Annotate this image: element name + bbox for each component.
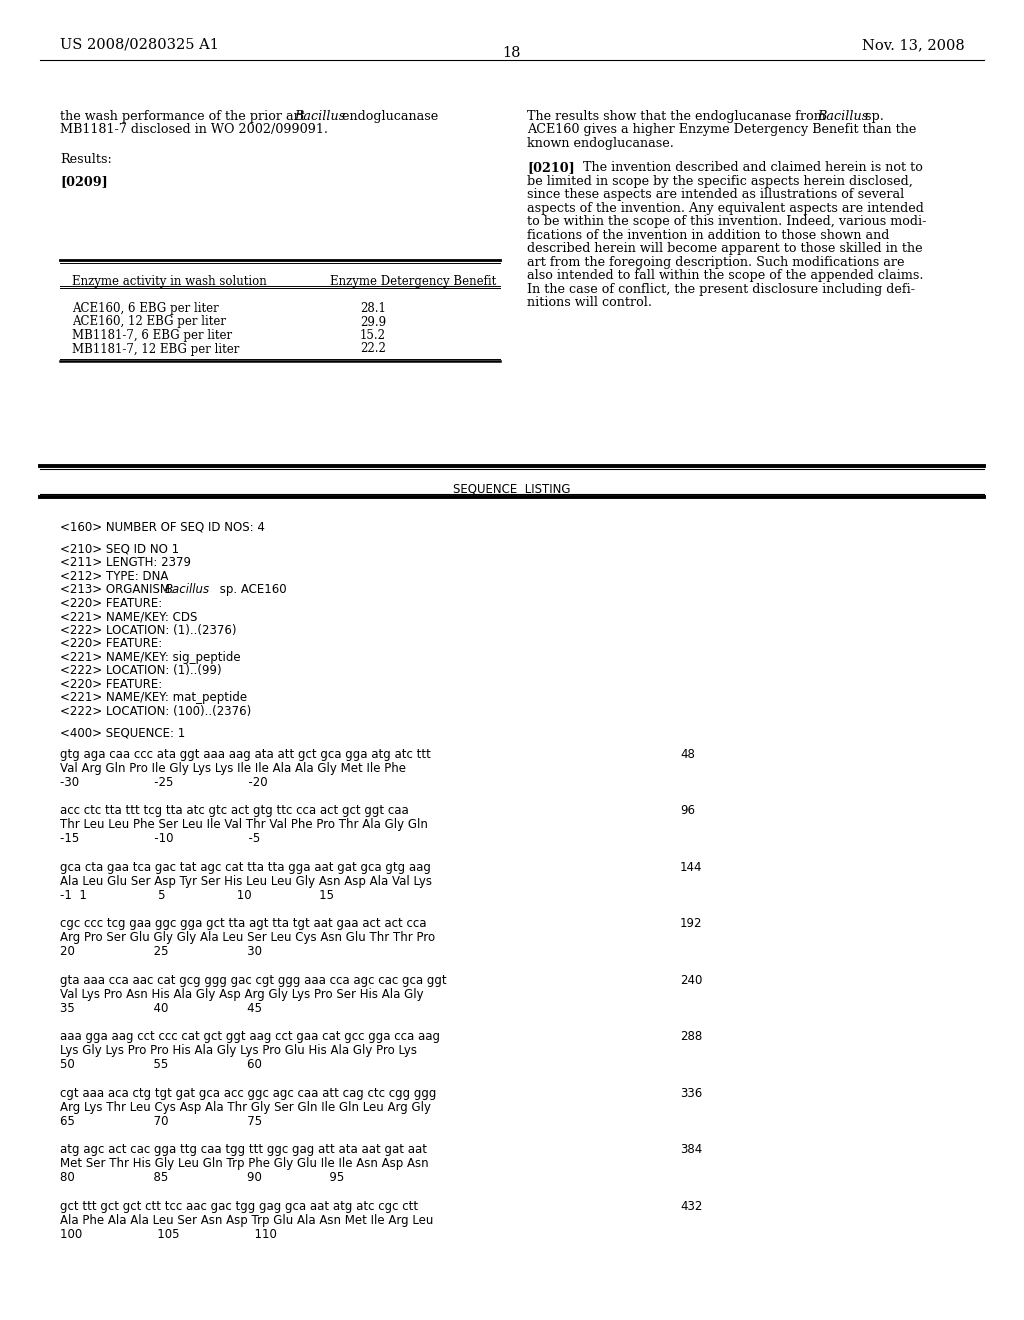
Text: Results:: Results: <box>60 153 112 166</box>
Text: <211> LENGTH: 2379: <211> LENGTH: 2379 <box>60 556 191 569</box>
Text: Val Arg Gln Pro Ile Gly Lys Lys Ile Ile Ala Ala Gly Met Ile Phe: Val Arg Gln Pro Ile Gly Lys Lys Ile Ile … <box>60 762 406 775</box>
Text: <220> FEATURE:: <220> FEATURE: <box>60 677 162 690</box>
Text: described herein will become apparent to those skilled in the: described herein will become apparent to… <box>527 243 923 255</box>
Text: MB1181-7, 12 EBG per liter: MB1181-7, 12 EBG per liter <box>72 342 240 355</box>
Text: MB1181-7 disclosed in WO 2002/099091.: MB1181-7 disclosed in WO 2002/099091. <box>60 124 328 136</box>
Text: 96: 96 <box>680 804 695 817</box>
Text: 336: 336 <box>680 1086 702 1100</box>
Text: US 2008/0280325 A1: US 2008/0280325 A1 <box>60 38 219 51</box>
Text: ACE160 gives a higher Enzyme Detergency Benefit than the: ACE160 gives a higher Enzyme Detergency … <box>527 124 916 136</box>
Text: 288: 288 <box>680 1030 702 1043</box>
Text: <221> NAME/KEY: mat_peptide: <221> NAME/KEY: mat_peptide <box>60 692 247 704</box>
Text: gta aaa cca aac cat gcg ggg gac cgt ggg aaa cca agc cac gca ggt: gta aaa cca aac cat gcg ggg gac cgt ggg … <box>60 974 446 987</box>
Text: Val Lys Pro Asn His Ala Gly Asp Arg Gly Lys Pro Ser His Ala Gly: Val Lys Pro Asn His Ala Gly Asp Arg Gly … <box>60 987 424 1001</box>
Text: atg agc act cac gga ttg caa tgg ttt ggc gag att ata aat gat aat: atg agc act cac gga ttg caa tgg ttt ggc … <box>60 1143 427 1156</box>
Text: 50                     55                     60: 50 55 60 <box>60 1059 262 1072</box>
Text: art from the foregoing description. Such modifications are: art from the foregoing description. Such… <box>527 256 904 269</box>
Text: <213> ORGANISM:: <213> ORGANISM: <box>60 583 178 597</box>
Text: 384: 384 <box>680 1143 702 1156</box>
Text: Enzyme Detergency Benefit: Enzyme Detergency Benefit <box>330 275 497 288</box>
Text: since these aspects are intended as illustrations of several: since these aspects are intended as illu… <box>527 189 904 201</box>
Text: Bacillus: Bacillus <box>294 110 345 123</box>
Text: 48: 48 <box>680 747 695 760</box>
Text: Enzyme activity in wash solution: Enzyme activity in wash solution <box>72 275 266 288</box>
Text: cgc ccc tcg gaa ggc gga gct tta agt tta tgt aat gaa act act cca: cgc ccc tcg gaa ggc gga gct tta agt tta … <box>60 917 427 931</box>
Text: Arg Pro Ser Glu Gly Gly Ala Leu Ser Leu Cys Asn Glu Thr Thr Pro: Arg Pro Ser Glu Gly Gly Ala Leu Ser Leu … <box>60 931 435 944</box>
Text: 20                     25                     30: 20 25 30 <box>60 945 262 958</box>
Text: <220> FEATURE:: <220> FEATURE: <box>60 638 162 651</box>
Text: to be within the scope of this invention. Indeed, various modi-: to be within the scope of this invention… <box>527 215 927 228</box>
Text: nitions will control.: nitions will control. <box>527 296 652 309</box>
Text: <160> NUMBER OF SEQ ID NOS: 4: <160> NUMBER OF SEQ ID NOS: 4 <box>60 521 265 535</box>
Text: the wash performance of the prior art: the wash performance of the prior art <box>60 110 309 123</box>
Text: known endoglucanase.: known endoglucanase. <box>527 137 674 150</box>
Text: ACE160, 6 EBG per liter: ACE160, 6 EBG per liter <box>72 302 219 315</box>
Text: 432: 432 <box>680 1200 702 1213</box>
Text: The invention described and claimed herein is not to: The invention described and claimed here… <box>567 161 923 174</box>
Text: Met Ser Thr His Gly Leu Gln Trp Phe Gly Glu Ile Ile Asn Asp Asn: Met Ser Thr His Gly Leu Gln Trp Phe Gly … <box>60 1158 429 1171</box>
Text: 100                    105                    110: 100 105 110 <box>60 1228 276 1241</box>
Text: endoglucanase: endoglucanase <box>338 110 438 123</box>
Text: <210> SEQ ID NO 1: <210> SEQ ID NO 1 <box>60 543 179 556</box>
Text: 35                     40                     45: 35 40 45 <box>60 1002 262 1015</box>
Text: -1  1                   5                   10                  15: -1 1 5 10 15 <box>60 888 334 902</box>
Text: [0209]: [0209] <box>60 174 108 187</box>
Text: 192: 192 <box>680 917 702 931</box>
Text: sp.: sp. <box>861 110 884 123</box>
Text: ACE160, 12 EBG per liter: ACE160, 12 EBG per liter <box>72 315 226 329</box>
Text: sp. ACE160: sp. ACE160 <box>216 583 287 597</box>
Text: Lys Gly Lys Pro Pro His Ala Gly Lys Pro Glu His Ala Gly Pro Lys: Lys Gly Lys Pro Pro His Ala Gly Lys Pro … <box>60 1044 417 1057</box>
Text: -15                    -10                    -5: -15 -10 -5 <box>60 832 260 845</box>
Text: gca cta gaa tca gac tat agc cat tta tta gga aat gat gca gtg aag: gca cta gaa tca gac tat agc cat tta tta … <box>60 861 431 874</box>
Text: Ala Phe Ala Ala Leu Ser Asn Asp Trp Glu Ala Asn Met Ile Arg Leu: Ala Phe Ala Ala Leu Ser Asn Asp Trp Glu … <box>60 1213 433 1226</box>
Text: Bacillus: Bacillus <box>817 110 868 123</box>
Text: 28.1: 28.1 <box>360 302 386 315</box>
Text: 22.2: 22.2 <box>360 342 386 355</box>
Text: Bacillus: Bacillus <box>164 583 210 597</box>
Text: fications of the invention in addition to those shown and: fications of the invention in addition t… <box>527 228 890 242</box>
Text: 65                     70                     75: 65 70 75 <box>60 1114 262 1127</box>
Text: cgt aaa aca ctg tgt gat gca acc ggc agc caa att cag ctc cgg ggg: cgt aaa aca ctg tgt gat gca acc ggc agc … <box>60 1086 436 1100</box>
Text: 80                     85                     90                  95: 80 85 90 95 <box>60 1171 344 1184</box>
Text: [0210]: [0210] <box>527 161 574 174</box>
Text: <400> SEQUENCE: 1: <400> SEQUENCE: 1 <box>60 726 185 739</box>
Text: gct ttt gct gct ctt tcc aac gac tgg gag gca aat atg atc cgc ctt: gct ttt gct gct ctt tcc aac gac tgg gag … <box>60 1200 418 1213</box>
Text: gtg aga caa ccc ata ggt aaa aag ata att gct gca gga atg atc ttt: gtg aga caa ccc ata ggt aaa aag ata att … <box>60 747 431 760</box>
Text: be limited in scope by the specific aspects herein disclosed,: be limited in scope by the specific aspe… <box>527 174 912 187</box>
Text: <212> TYPE: DNA: <212> TYPE: DNA <box>60 570 168 582</box>
Text: MB1181-7, 6 EBG per liter: MB1181-7, 6 EBG per liter <box>72 329 232 342</box>
Text: -30                    -25                    -20: -30 -25 -20 <box>60 776 267 789</box>
Text: <221> NAME/KEY: sig_peptide: <221> NAME/KEY: sig_peptide <box>60 651 241 664</box>
Text: Ala Leu Glu Ser Asp Tyr Ser His Leu Leu Gly Asn Asp Ala Val Lys: Ala Leu Glu Ser Asp Tyr Ser His Leu Leu … <box>60 875 432 888</box>
Text: acc ctc tta ttt tcg tta atc gtc act gtg ttc cca act gct ggt caa: acc ctc tta ttt tcg tta atc gtc act gtg … <box>60 804 409 817</box>
Text: Thr Leu Leu Phe Ser Leu Ile Val Thr Val Phe Pro Thr Ala Gly Gln: Thr Leu Leu Phe Ser Leu Ile Val Thr Val … <box>60 818 428 832</box>
Text: aspects of the invention. Any equivalent aspects are intended: aspects of the invention. Any equivalent… <box>527 202 924 215</box>
Text: 144: 144 <box>680 861 702 874</box>
Text: aaa gga aag cct ccc cat gct ggt aag cct gaa cat gcc gga cca aag: aaa gga aag cct ccc cat gct ggt aag cct … <box>60 1030 440 1043</box>
Text: 18: 18 <box>503 46 521 59</box>
Text: Nov. 13, 2008: Nov. 13, 2008 <box>862 38 965 51</box>
Text: 240: 240 <box>680 974 702 987</box>
Text: SEQUENCE  LISTING: SEQUENCE LISTING <box>454 483 570 496</box>
Text: <222> LOCATION: (100)..(2376): <222> LOCATION: (100)..(2376) <box>60 705 251 718</box>
Text: <222> LOCATION: (1)..(99): <222> LOCATION: (1)..(99) <box>60 664 221 677</box>
Text: The results show that the endoglucanase from: The results show that the endoglucanase … <box>527 110 829 123</box>
Text: also intended to fall within the scope of the appended claims.: also intended to fall within the scope o… <box>527 269 924 282</box>
Text: In the case of conflict, the present disclosure including defi-: In the case of conflict, the present dis… <box>527 282 915 296</box>
Text: 29.9: 29.9 <box>360 315 386 329</box>
Text: Arg Lys Thr Leu Cys Asp Ala Thr Gly Ser Gln Ile Gln Leu Arg Gly: Arg Lys Thr Leu Cys Asp Ala Thr Gly Ser … <box>60 1101 431 1114</box>
Text: <220> FEATURE:: <220> FEATURE: <box>60 597 162 610</box>
Text: 15.2: 15.2 <box>360 329 386 342</box>
Text: <222> LOCATION: (1)..(2376): <222> LOCATION: (1)..(2376) <box>60 623 237 636</box>
Text: <221> NAME/KEY: CDS: <221> NAME/KEY: CDS <box>60 610 198 623</box>
